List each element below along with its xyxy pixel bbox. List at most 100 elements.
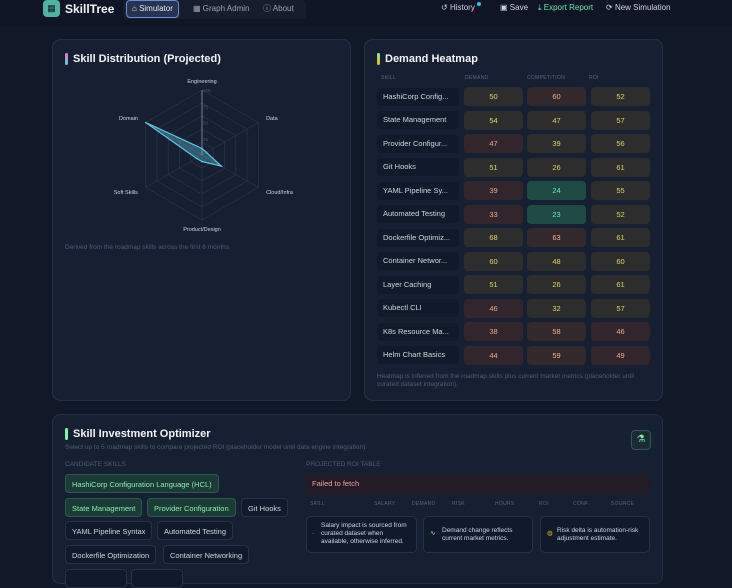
note-text: Salary impact is sourced from curated da… [321, 522, 407, 545]
heatmap-cell: 58 [527, 322, 586, 341]
heatmap-cell: 63 [527, 228, 586, 247]
heatmap-skill: Kubectl CLI [377, 299, 459, 317]
heatmap-cell: 33 [464, 204, 523, 224]
heatmap-skill: Helm Chart Basics [377, 346, 459, 364]
radar-chart: Engineering Data Cloud/Infra Product/Design… [114, 79, 294, 233]
heatmap-skill: YAML Pipeline Sy... [377, 181, 459, 200]
tab-label: About [272, 4, 294, 13]
heatmap-cell: 44 [464, 345, 523, 365]
heatmap-skill: HashiCorp Config... [377, 87, 459, 106]
heatmap-cell: 68 [464, 228, 523, 247]
roi-col: SALARY [374, 501, 396, 507]
candidate-chip[interactable]: YAML Pipeline Syntax [65, 521, 153, 540]
candidate-chip[interactable] [65, 569, 127, 588]
col-skill: SKILL [381, 75, 397, 81]
export-report-button[interactable]: ⤓ Export Report [538, 3, 594, 12]
radar-point [220, 165, 222, 167]
candidate-chip[interactable]: HashiCorp Configuration Language (HCL) [65, 474, 219, 493]
roi-col: SKILL [310, 501, 326, 507]
save-button[interactable]: ▣ Save [500, 3, 529, 12]
candidate-chip[interactable]: Container Networking [163, 545, 250, 564]
heatmap-cell: 46 [464, 298, 523, 318]
title-accent [65, 428, 68, 440]
radar-title: Skill Distribution (Projected) [73, 53, 221, 65]
radar-point [195, 157, 198, 160]
radar-tick-label: 50 [203, 121, 209, 126]
optimizer-title: Skill Investment Optimizer [73, 428, 211, 440]
col-roi: ROI [589, 75, 599, 81]
heatmap-skill: Provider Configur... [377, 134, 459, 153]
radar-spoke [201, 122, 259, 156]
table-label: PROJECTED ROI TABLE [306, 461, 381, 468]
candidates-label: CANDIDATE SKILLS [65, 461, 126, 468]
note-salary: · Salary impact is sourced from curated d… [306, 516, 417, 553]
heatmap-cell: 39 [464, 181, 523, 200]
top-bar [0, 0, 732, 26]
heatmap-cell: 47 [464, 134, 523, 153]
export-label: Export Report [543, 3, 594, 12]
heatmap-cell: 56 [591, 134, 650, 153]
radar-tick-label: 100 [203, 88, 211, 93]
candidate-chip[interactable]: Provider Configuration [147, 498, 236, 517]
save-label: Save [509, 3, 529, 12]
radar-axis-label: Data [266, 116, 279, 122]
heatmap-cell: 49 [591, 345, 650, 365]
grid-icon: ▦ [43, 0, 60, 17]
radar-axis-label: Domain [119, 116, 138, 122]
heatmap-cell: 61 [591, 157, 650, 177]
heatmap-skill: Container Networ... [377, 252, 459, 270]
new-label: New Simulation [614, 3, 671, 12]
activity-icon: ∿ [430, 530, 436, 537]
heatmap-cell: 52 [591, 87, 650, 106]
new-simulation-button[interactable]: ⟳ New Simulation [606, 3, 671, 12]
heatmap-cell: 60 [527, 87, 586, 106]
heatmap-skill: K8s Resource Ma... [377, 322, 459, 341]
roi-col: DEMAND [412, 501, 436, 507]
heatmap-cell: 51 [464, 275, 523, 294]
radar-tick-label: 75 [203, 104, 209, 109]
heatmap-skill: Automated Testing [377, 205, 459, 223]
candidate-chip[interactable]: Dockerfile Optimization [65, 545, 157, 564]
note-text: Demand change reflects current market me… [442, 527, 513, 542]
flask-icon[interactable]: ⚗ [631, 430, 651, 450]
heatmap-cell: 26 [527, 157, 586, 177]
roi-col: RISK [452, 501, 465, 507]
roi-col: HOURS [495, 501, 515, 507]
heatmap-cell: 57 [591, 110, 650, 130]
heatmap-cell: 39 [527, 134, 586, 153]
heatmap-cell: 48 [527, 251, 586, 271]
heatmap-cell: 59 [527, 345, 586, 365]
candidate-chip[interactable]: Git Hooks [241, 498, 288, 517]
radar-point [201, 160, 203, 163]
history-button[interactable]: ↺ History [441, 3, 475, 12]
heatmap-cell: 50 [464, 87, 523, 106]
heatmap-cell: 54 [464, 110, 523, 130]
heatmap-cell: 61 [591, 275, 650, 294]
radar-point [201, 147, 203, 150]
heatmap-cell: 46 [591, 322, 650, 341]
tab-graph-admin[interactable]: ▦ Graph Admin [193, 4, 250, 13]
radar-spoke [145, 122, 203, 156]
error-banner: Failed to fetch [306, 474, 650, 494]
radar-tick-label: 25 [203, 137, 209, 142]
tab-label: Graph Admin [202, 4, 250, 13]
heatmap-caption: Heatmap is inferred from the roadmap ski… [377, 373, 635, 388]
heatmap-skill: Dockerfile Optimiz... [377, 228, 459, 247]
candidate-chip[interactable] [131, 569, 183, 588]
note-risk: ◍ Risk delta is automation-risk adjustmen… [540, 516, 650, 553]
title-accent [65, 53, 68, 65]
tab-about[interactable]: ⓘ About [263, 4, 294, 13]
radar-axis-label: Product/Design [183, 227, 221, 233]
candidate-chip[interactable]: Automated Testing [157, 521, 233, 540]
notification-dot [477, 2, 481, 6]
heatmap-cell: 55 [591, 181, 650, 200]
heatmap-cell: 51 [464, 157, 523, 177]
shield-icon: ◍ [547, 530, 553, 537]
col-demand: DEMAND [465, 75, 489, 81]
heatmap-cell: 60 [591, 251, 650, 271]
col-competition: COMPETITION [527, 75, 566, 81]
note-text: Risk delta is automation-risk adjustment… [557, 527, 639, 542]
tab-simulator[interactable]: ⌂ Simulator [126, 0, 179, 18]
candidate-chip[interactable]: State Management [65, 498, 143, 517]
heatmap-cell: 52 [591, 204, 650, 224]
